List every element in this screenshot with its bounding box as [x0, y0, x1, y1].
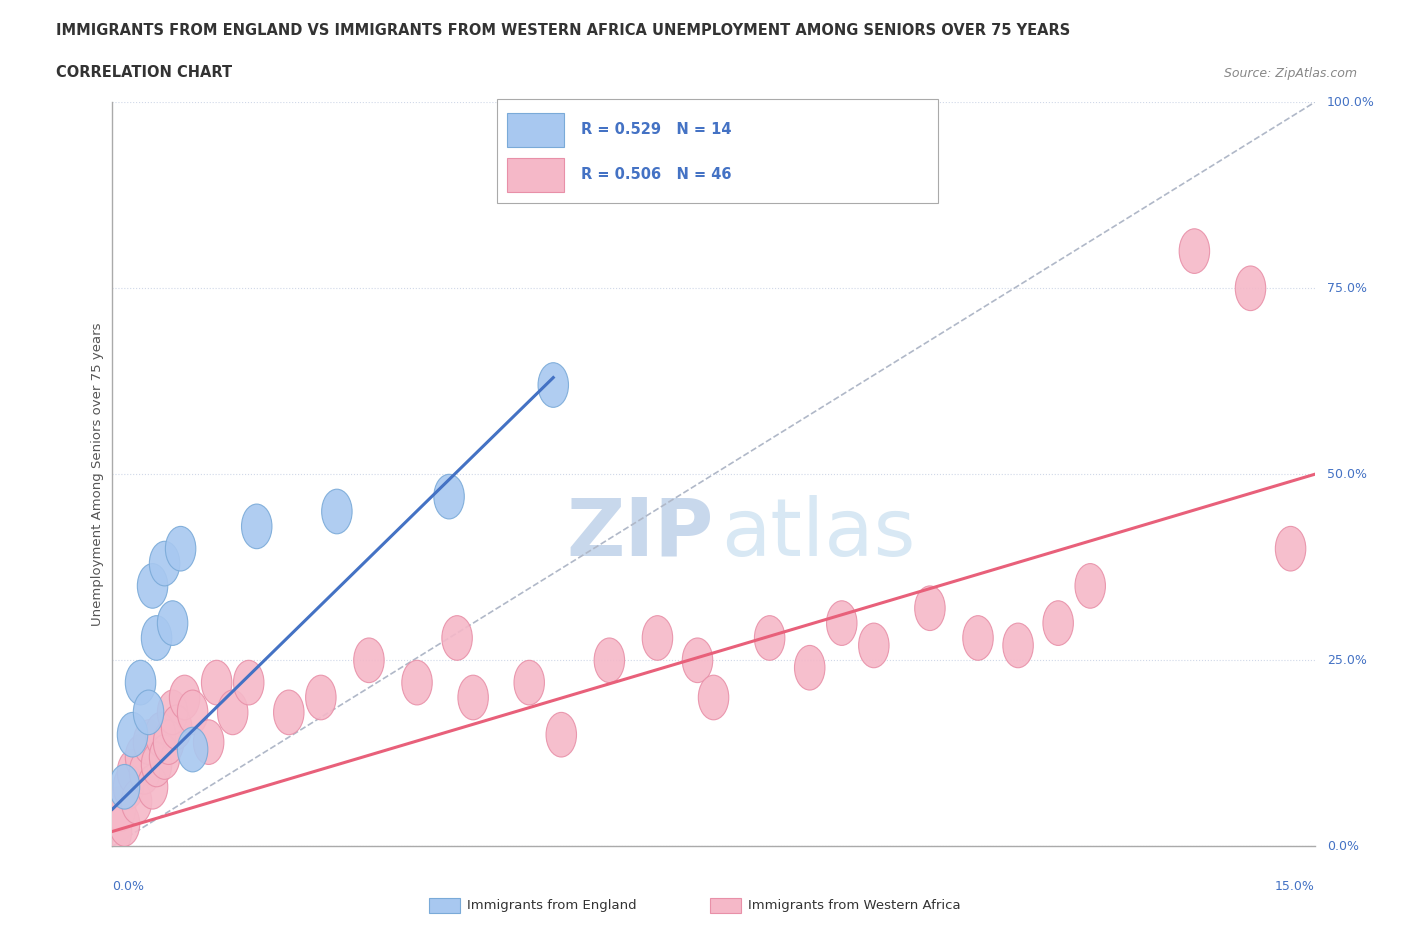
Ellipse shape: [117, 750, 148, 794]
FancyBboxPatch shape: [506, 113, 564, 147]
Ellipse shape: [515, 660, 544, 705]
Ellipse shape: [138, 764, 167, 809]
Ellipse shape: [274, 690, 304, 735]
Ellipse shape: [699, 675, 728, 720]
FancyBboxPatch shape: [498, 99, 938, 203]
Ellipse shape: [1043, 601, 1073, 645]
Y-axis label: Unemployment Among Seniors over 75 years: Unemployment Among Seniors over 75 years: [91, 323, 104, 626]
Ellipse shape: [121, 779, 152, 824]
Ellipse shape: [157, 601, 188, 645]
Ellipse shape: [101, 809, 132, 854]
Text: 0.0%: 0.0%: [112, 880, 145, 893]
Ellipse shape: [322, 489, 352, 534]
Ellipse shape: [142, 616, 172, 660]
Text: 25.0%: 25.0%: [1327, 654, 1367, 667]
FancyBboxPatch shape: [506, 158, 564, 192]
Ellipse shape: [963, 616, 993, 660]
Ellipse shape: [201, 660, 232, 705]
Ellipse shape: [827, 601, 858, 645]
Ellipse shape: [1076, 564, 1105, 608]
Ellipse shape: [643, 616, 672, 660]
Ellipse shape: [138, 564, 167, 608]
Ellipse shape: [305, 675, 336, 720]
Ellipse shape: [105, 787, 136, 831]
Ellipse shape: [134, 720, 163, 764]
Text: Immigrants from England: Immigrants from England: [467, 899, 637, 912]
Ellipse shape: [110, 764, 139, 809]
Text: 75.0%: 75.0%: [1327, 282, 1367, 295]
Text: R = 0.506   N = 46: R = 0.506 N = 46: [581, 167, 731, 182]
Ellipse shape: [149, 541, 180, 586]
Ellipse shape: [915, 586, 945, 631]
Ellipse shape: [682, 638, 713, 683]
Ellipse shape: [194, 720, 224, 764]
Ellipse shape: [441, 616, 472, 660]
Text: R = 0.529   N = 14: R = 0.529 N = 14: [581, 123, 731, 138]
Ellipse shape: [162, 705, 191, 750]
Ellipse shape: [354, 638, 384, 683]
Ellipse shape: [402, 660, 432, 705]
Ellipse shape: [794, 645, 825, 690]
Ellipse shape: [125, 735, 156, 779]
Ellipse shape: [142, 742, 172, 787]
Ellipse shape: [145, 712, 176, 757]
Ellipse shape: [218, 690, 247, 735]
Ellipse shape: [177, 690, 208, 735]
Ellipse shape: [169, 675, 200, 720]
Ellipse shape: [538, 363, 568, 407]
Text: IMMIGRANTS FROM ENGLAND VS IMMIGRANTS FROM WESTERN AFRICA UNEMPLOYMENT AMONG SEN: IMMIGRANTS FROM ENGLAND VS IMMIGRANTS FR…: [56, 23, 1070, 38]
Ellipse shape: [1180, 229, 1209, 273]
Text: 0.0%: 0.0%: [1327, 840, 1358, 853]
Ellipse shape: [434, 474, 464, 519]
Ellipse shape: [1002, 623, 1033, 668]
Ellipse shape: [755, 616, 785, 660]
Text: atlas: atlas: [721, 495, 915, 573]
Ellipse shape: [166, 526, 195, 571]
Ellipse shape: [134, 690, 163, 735]
Text: 50.0%: 50.0%: [1327, 468, 1367, 481]
Ellipse shape: [595, 638, 624, 683]
Ellipse shape: [1236, 266, 1265, 311]
Ellipse shape: [157, 690, 188, 735]
Ellipse shape: [149, 735, 180, 779]
Ellipse shape: [114, 764, 143, 809]
Ellipse shape: [125, 660, 156, 705]
Text: 15.0%: 15.0%: [1275, 880, 1315, 893]
Text: Source: ZipAtlas.com: Source: ZipAtlas.com: [1223, 67, 1357, 80]
Ellipse shape: [110, 802, 139, 846]
Ellipse shape: [233, 660, 264, 705]
Ellipse shape: [242, 504, 271, 549]
Ellipse shape: [117, 712, 148, 757]
Ellipse shape: [153, 720, 184, 764]
Ellipse shape: [129, 750, 160, 794]
Text: CORRELATION CHART: CORRELATION CHART: [56, 65, 232, 80]
Text: Immigrants from Western Africa: Immigrants from Western Africa: [748, 899, 960, 912]
Text: ZIP: ZIP: [567, 495, 713, 573]
Ellipse shape: [546, 712, 576, 757]
Ellipse shape: [177, 727, 208, 772]
Ellipse shape: [1275, 526, 1306, 571]
Ellipse shape: [458, 675, 488, 720]
Ellipse shape: [859, 623, 889, 668]
Text: 100.0%: 100.0%: [1327, 96, 1375, 109]
